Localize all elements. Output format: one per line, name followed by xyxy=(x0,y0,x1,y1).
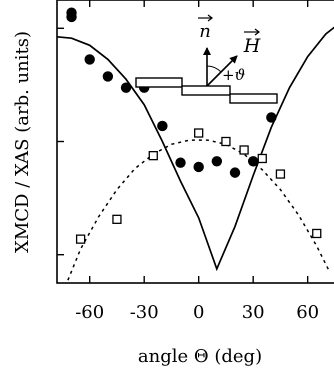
square-point xyxy=(257,153,267,164)
curves-layer xyxy=(56,26,334,281)
square-point xyxy=(148,150,158,161)
dotted-curve xyxy=(67,139,331,281)
circle-point xyxy=(66,11,77,23)
points-layer xyxy=(66,7,322,244)
ticks-layer xyxy=(57,0,309,283)
circle-point xyxy=(102,71,114,82)
x-tick-label: 60 xyxy=(296,302,319,323)
tick-labels-layer: -60 -30 0 30 60 xyxy=(75,302,319,323)
x-tick-label: -60 xyxy=(75,302,104,323)
inset-step-left xyxy=(135,77,183,88)
x-axis-title: angle Θ (deg) xyxy=(138,346,262,367)
y-axis-title: XMCD / XAS (arb. units) xyxy=(12,31,33,253)
inset-steps xyxy=(135,77,278,104)
square-point xyxy=(75,234,86,244)
inset-h-label: H xyxy=(243,35,261,57)
circle-point xyxy=(229,167,241,178)
circle-point xyxy=(84,54,95,65)
square-point xyxy=(312,228,322,239)
square-point xyxy=(275,169,286,179)
square-point xyxy=(221,136,231,147)
square-point xyxy=(239,145,249,155)
geometry-inset: n H +ϑ xyxy=(135,14,278,104)
x-tick-label: -30 xyxy=(130,302,159,323)
circle-point xyxy=(211,156,223,167)
square-point xyxy=(194,128,204,138)
circle-point xyxy=(193,161,204,173)
inset-angle-label: +ϑ xyxy=(222,66,246,84)
angle-arc xyxy=(206,65,222,73)
inset-n-label: n xyxy=(199,21,211,42)
field-arrow xyxy=(206,55,238,87)
n-vector-arrowhead xyxy=(207,14,213,22)
square-point xyxy=(112,214,122,224)
solid-curve xyxy=(56,26,334,272)
x-tick-label: 30 xyxy=(242,302,265,323)
circle-point xyxy=(247,156,259,167)
inset-step-right xyxy=(229,93,278,104)
circle-point xyxy=(157,120,168,132)
inset-step-middle xyxy=(181,85,231,96)
x-tick-label: 0 xyxy=(193,302,204,323)
circle-point xyxy=(175,157,186,168)
circle-point xyxy=(266,112,277,123)
h-vector-arrowhead xyxy=(254,28,260,36)
circle-point xyxy=(120,82,132,93)
plot-frame xyxy=(56,0,334,284)
